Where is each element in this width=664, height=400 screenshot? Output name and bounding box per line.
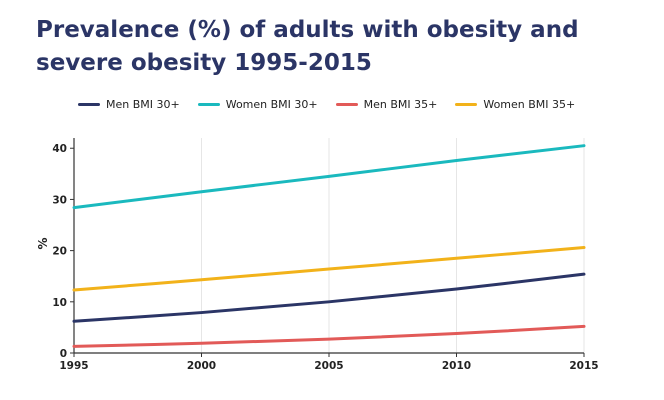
- legend-item-women-bmi-35: Women BMI 35+: [455, 98, 575, 111]
- y-axis-label: %: [36, 237, 50, 249]
- y-tick-label-0: 0: [60, 348, 67, 360]
- x-tick-label-1995: 1995: [59, 360, 88, 372]
- legend-label-men-bmi-35: Men BMI 35+: [363, 98, 438, 111]
- series-line-men-bmi-35: [72, 324, 586, 348]
- x-tick-label-2010: 2010: [442, 360, 471, 372]
- y-tick-label-30: 30: [52, 194, 67, 206]
- y-tick-label-20: 20: [52, 246, 67, 258]
- series-line-women-bmi-30: [72, 144, 586, 210]
- y-tick-label-40: 40: [52, 143, 67, 155]
- legend-item-men-bmi-30: Men BMI 30+: [78, 98, 180, 111]
- legend-swatch-men-bmi-30: [78, 103, 100, 106]
- legend-swatch-men-bmi-35: [335, 103, 358, 106]
- tick-labels: 0 10 20 30 40 1995 2000 2005 2010 2015: [52, 143, 598, 372]
- series-lines: [72, 144, 586, 348]
- grid-lines: [201, 138, 585, 353]
- legend-label-women-bmi-35: Women BMI 35+: [483, 98, 576, 111]
- chart-title: Prevalence (%) of adults with obesity an…: [36, 17, 579, 76]
- x-tick-label-2015: 2015: [569, 360, 598, 372]
- series-line-men-bmi-30: [72, 272, 586, 323]
- legend: Men BMI 30+ Women BMI 30+ Men BMI 35+ Wo…: [78, 98, 593, 111]
- legend-item-women-bmi-30: Women BMI 30+: [197, 98, 318, 111]
- legend-label-men-bmi-30: Men BMI 30+: [106, 98, 180, 111]
- series-line-women-bmi-35: [72, 246, 586, 292]
- legend-swatch-women-bmi-35: [455, 103, 478, 106]
- legend-label-women-bmi-30: Women BMI 30+: [225, 98, 318, 111]
- axes: [70, 138, 585, 357]
- x-tick-label-2000: 2000: [187, 360, 216, 372]
- y-tick-label-10: 10: [52, 297, 67, 309]
- legend-item-men-bmi-35: Men BMI 35+: [335, 98, 438, 111]
- x-tick-label-2005: 2005: [314, 360, 343, 372]
- legend-swatch-women-bmi-30: [197, 103, 220, 106]
